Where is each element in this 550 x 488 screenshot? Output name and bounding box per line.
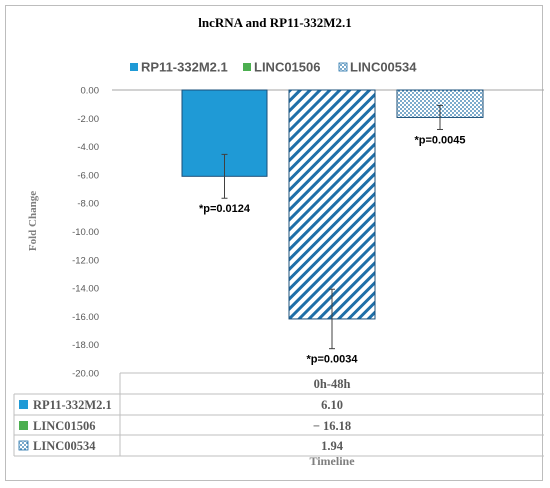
table-legend-key xyxy=(19,421,28,430)
y-tick-label: -12.00 xyxy=(72,255,99,266)
y-tick-label: -10.00 xyxy=(72,227,99,238)
legend-label: RP11-332M2.1 xyxy=(141,60,228,75)
table-row-label: RP11-332M2.1 xyxy=(33,398,112,412)
table-legend-key xyxy=(19,400,28,409)
legend-label: LINC01506 xyxy=(254,60,320,75)
table-row-label: LINC01506 xyxy=(33,419,96,433)
y-tick-label: -14.00 xyxy=(72,284,99,295)
y-tick-label: -8.00 xyxy=(77,199,99,210)
legend-label: LINC00534 xyxy=(350,60,417,75)
table-cell-value: 6.10 xyxy=(321,398,343,412)
table-legend-key xyxy=(18,440,29,451)
y-tick-label: -18.00 xyxy=(72,340,99,351)
data-table: 0h-48h RP11-332M2.1 6.10 LINC01506 − 16.18 LI… xyxy=(13,372,544,457)
legend-key-linc01506 xyxy=(243,63,251,71)
chart-title: lncRNA and RP11-332M2.1 xyxy=(198,15,351,30)
x-axis-label: Timeline xyxy=(309,454,355,468)
p-value-label: *p=0.0124 xyxy=(199,203,251,215)
table-row-label: LINC00534 xyxy=(33,439,96,453)
table-cell-value: 1.94 xyxy=(321,439,344,453)
error-bars xyxy=(221,104,443,350)
y-tick-label: -16.00 xyxy=(72,312,99,323)
legend-key-rp11-332m2.1 xyxy=(130,63,138,71)
table-header-category: 0h-48h xyxy=(314,377,351,391)
legend: RP11-332M2.1 LINC01506 LINC00534 xyxy=(130,60,417,75)
chart-canvas: lncRNA and RP11-332M2.1 RP11-332M2.1 LINC… xyxy=(13,15,544,468)
y-axis-label: Fold Change xyxy=(27,191,39,251)
y-tick-label: 0.00 xyxy=(81,86,100,97)
y-tick-label: -4.00 xyxy=(77,142,99,153)
annotations: *p=0.0124 *p=0.0034 *p=0.0045 xyxy=(199,134,466,365)
chart-frame: lncRNA and RP11-332M2.1 RP11-332M2.1 LINC… xyxy=(5,5,544,481)
y-tick-label: -2.00 xyxy=(77,114,99,125)
p-value-label: *p=0.0034 xyxy=(306,354,358,366)
bar-linc01506 xyxy=(288,89,376,320)
table-cell-value: − 16.18 xyxy=(313,419,351,433)
y-tick-label: -20.00 xyxy=(72,369,99,380)
p-value-label: *p=0.0045 xyxy=(414,134,465,146)
legend-key-linc00534 xyxy=(338,62,348,72)
bars xyxy=(181,89,484,320)
y-tick-label: -6.00 xyxy=(77,170,99,181)
